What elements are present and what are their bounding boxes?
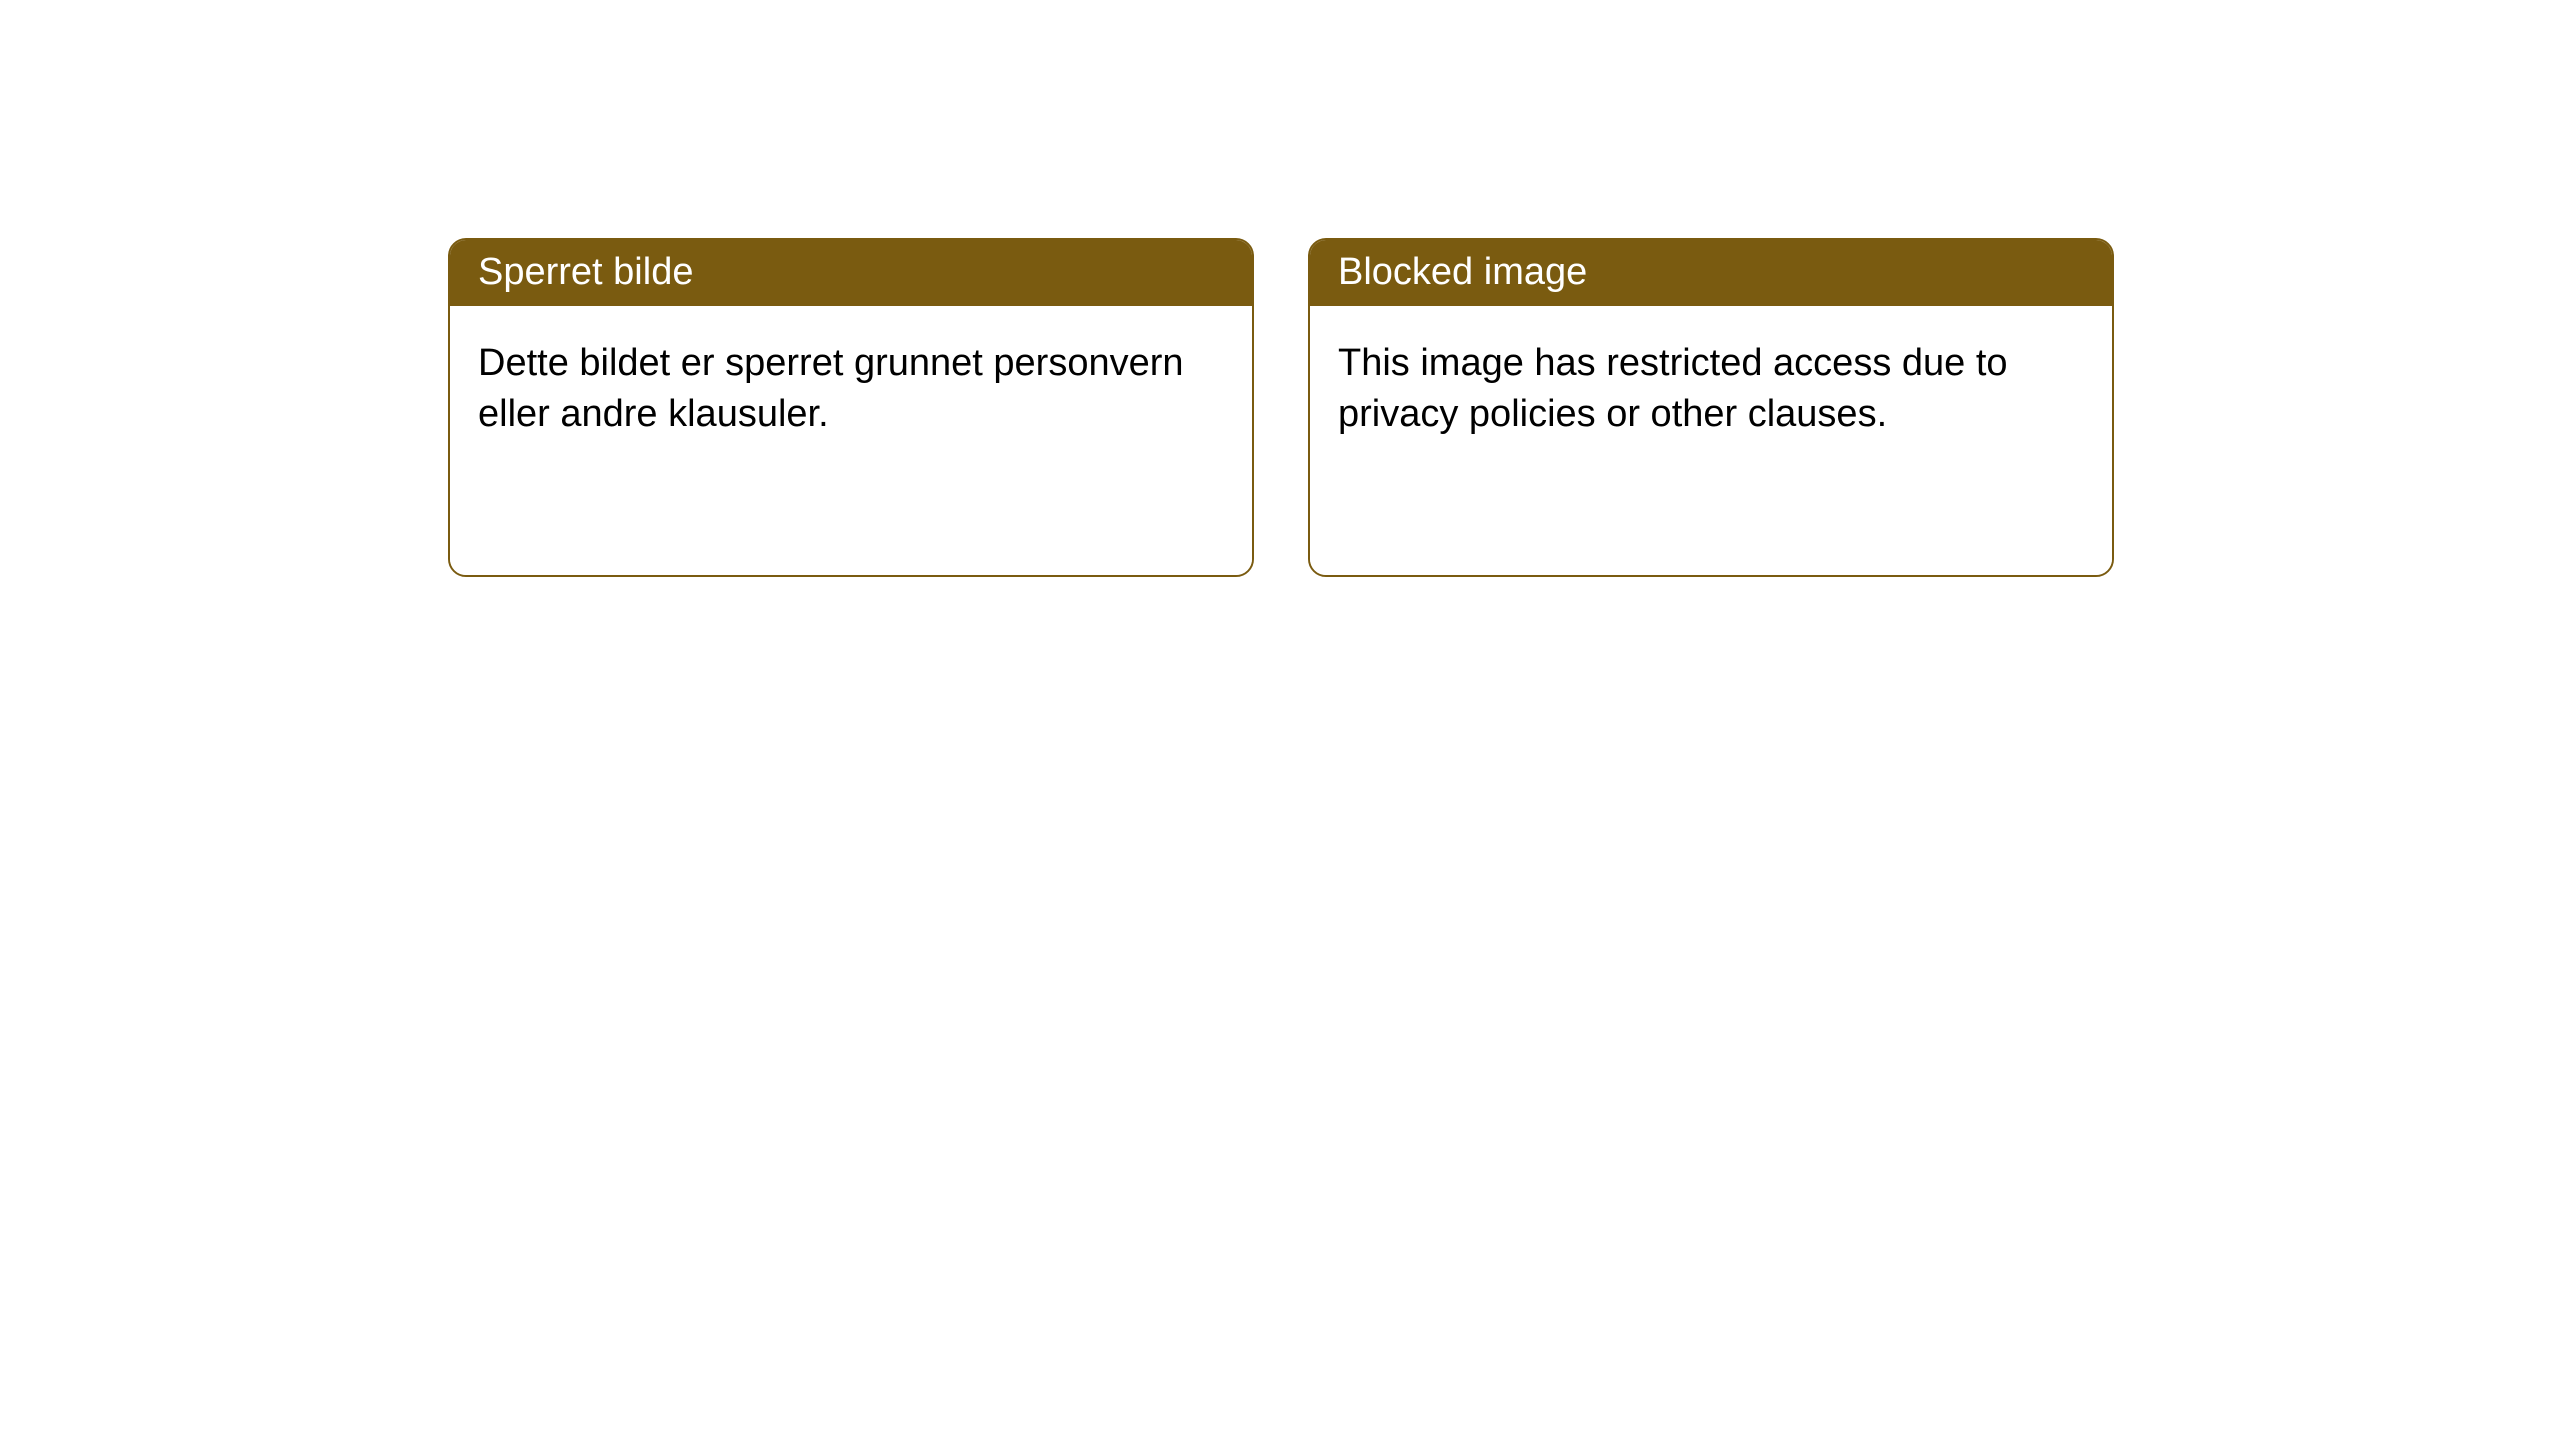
notice-header-norwegian: Sperret bilde [450, 240, 1252, 306]
notice-header-english: Blocked image [1310, 240, 2112, 306]
notice-container: Sperret bilde Dette bildet er sperret gr… [0, 0, 2560, 577]
notice-body-english: This image has restricted access due to … [1310, 306, 2112, 575]
notice-body-norwegian: Dette bildet er sperret grunnet personve… [450, 306, 1252, 575]
notice-card-norwegian: Sperret bilde Dette bildet er sperret gr… [448, 238, 1254, 577]
notice-card-english: Blocked image This image has restricted … [1308, 238, 2114, 577]
